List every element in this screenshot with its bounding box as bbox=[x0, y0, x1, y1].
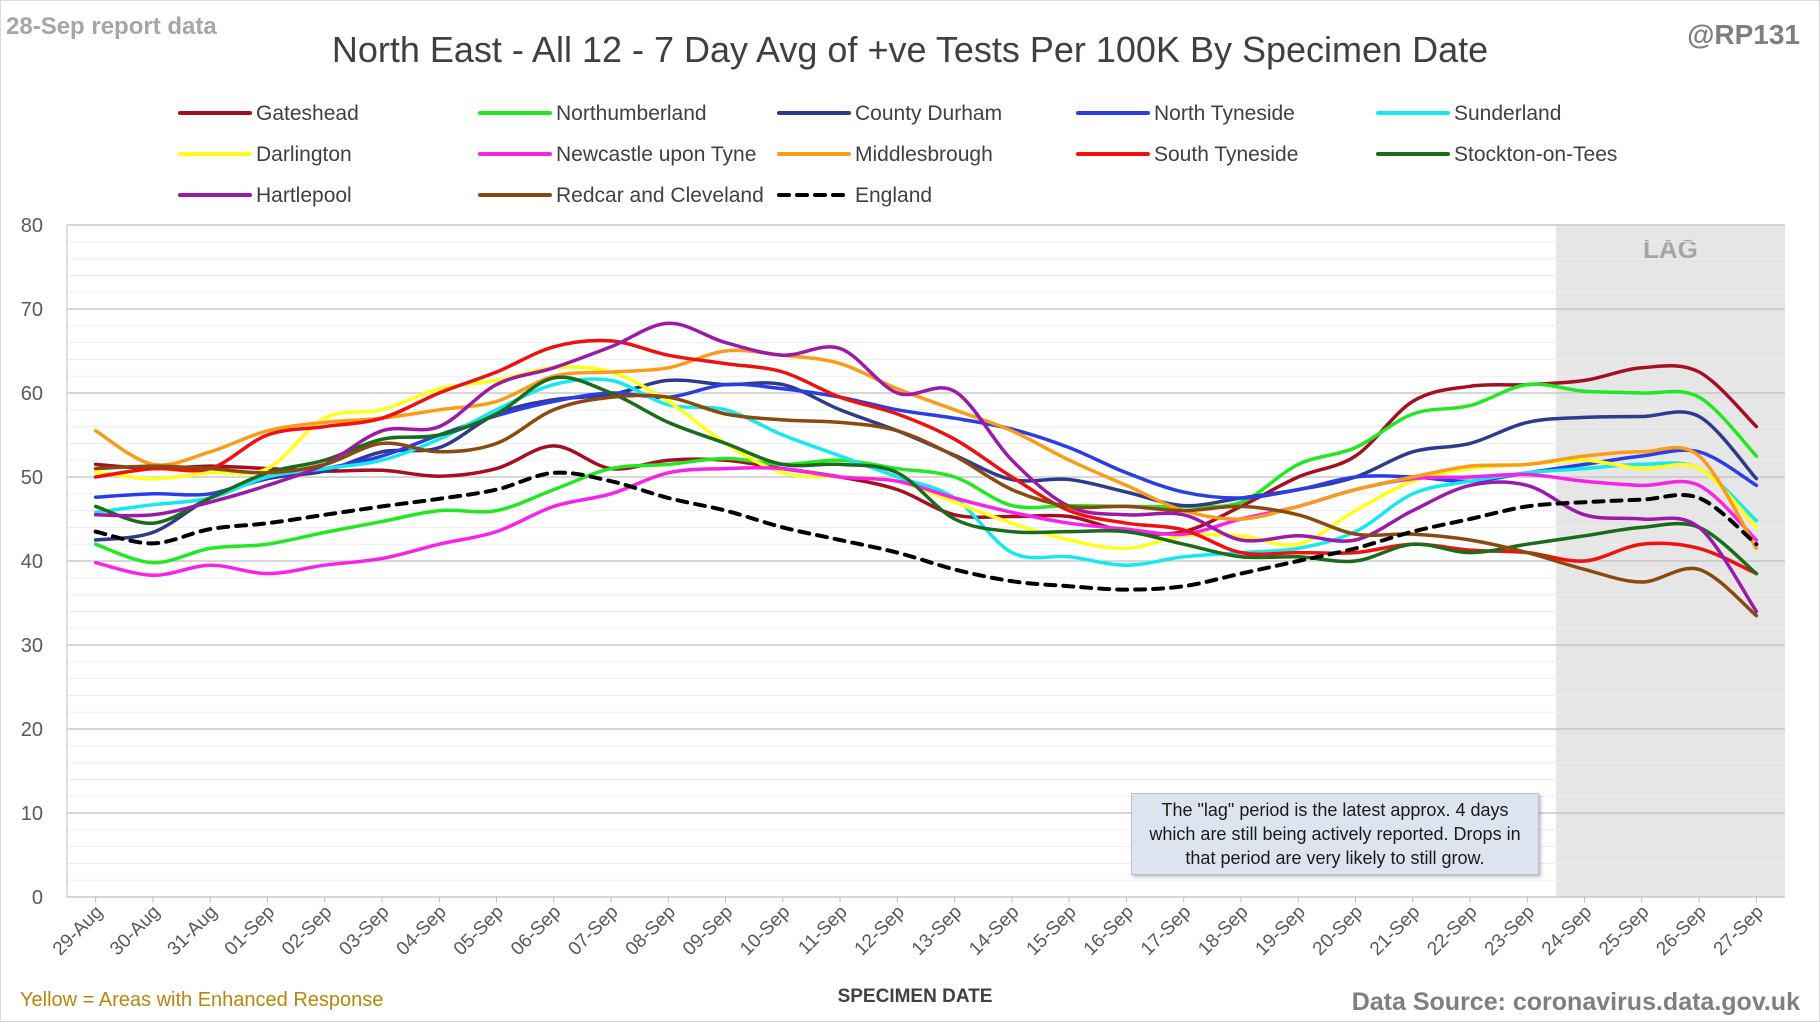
legend-label: Darlington bbox=[256, 143, 352, 166]
legend-label: South Tyneside bbox=[1154, 143, 1298, 166]
legend-label: Middlesbrough bbox=[855, 143, 993, 166]
series-line-south-tyneside bbox=[93, 338, 1759, 576]
legend-label: Sunderland bbox=[1454, 102, 1561, 125]
report-label: 28-Sep report data bbox=[6, 13, 217, 40]
y-tick-label: 30 bbox=[21, 635, 43, 657]
series-line-gateshead bbox=[93, 363, 1759, 536]
series-line-england bbox=[93, 470, 1759, 592]
series-line-northumberland bbox=[93, 382, 1759, 565]
y-tick-label: 10 bbox=[21, 803, 43, 825]
author-handle: @RP131 bbox=[1687, 19, 1800, 50]
chart-legend: Gateshead Northumberland County Durham Nort… bbox=[178, 102, 1617, 207]
y-axis: 0 10 20 30 40 50 60 70 80 bbox=[21, 215, 43, 909]
series-lines bbox=[93, 321, 1759, 618]
y-tick-label: 60 bbox=[21, 383, 43, 405]
series-line-stockton-on-tees bbox=[93, 375, 1759, 576]
x-axis-title: SPECIMEN DATE bbox=[838, 986, 993, 1007]
legend-label: England bbox=[855, 184, 932, 207]
y-tick-label: 80 bbox=[21, 215, 43, 237]
chart-title: North East - All 12 - 7 Day Avg of +ve T… bbox=[332, 29, 1488, 70]
y-tick-label: 0 bbox=[32, 887, 43, 909]
legend-label: Redcar and Cleveland bbox=[556, 184, 764, 207]
series-line-sunderland bbox=[93, 377, 1759, 567]
legend-label: Hartlepool bbox=[256, 184, 352, 207]
legend-label: Gateshead bbox=[256, 102, 359, 125]
y-tick-label: 50 bbox=[21, 467, 43, 489]
legend-label: County Durham bbox=[855, 102, 1002, 125]
lag-label: LAG bbox=[1643, 234, 1698, 264]
legend-label: Stockton-on-Tees bbox=[1454, 143, 1617, 166]
legend-label: Northumberland bbox=[556, 102, 707, 125]
enhanced-response-note: Yellow = Areas with Enhanced Response bbox=[20, 989, 383, 1011]
legend-label: Newcastle upon Tyne bbox=[556, 143, 756, 166]
data-source: Data Source: coronavirus.data.gov.uk bbox=[1352, 988, 1800, 1016]
series-line-redcar-and-cleveland bbox=[93, 393, 1759, 618]
series-line-hartlepool bbox=[93, 321, 1759, 614]
y-tick-label: 40 bbox=[21, 551, 43, 573]
lag-note: The "lag" period is the latest approx. 4… bbox=[1131, 793, 1539, 875]
series-line-newcastle-upon-tyne bbox=[93, 466, 1759, 578]
y-tick-label: 20 bbox=[21, 719, 43, 741]
y-tick-label: 70 bbox=[21, 299, 43, 321]
legend-label: North Tyneside bbox=[1154, 102, 1295, 125]
